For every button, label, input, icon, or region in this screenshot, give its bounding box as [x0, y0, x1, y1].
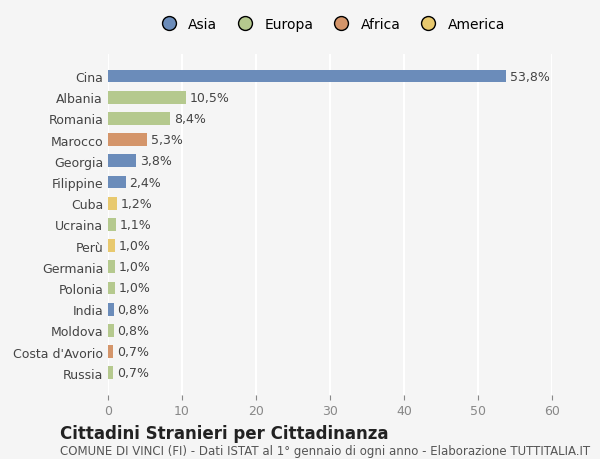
Text: 1,1%: 1,1%: [120, 218, 152, 231]
Bar: [108, 240, 115, 252]
Bar: [108, 134, 147, 147]
Text: COMUNE DI VINCI (FI) - Dati ISTAT al 1° gennaio di ogni anno - Elaborazione TUTT: COMUNE DI VINCI (FI) - Dati ISTAT al 1° …: [60, 444, 590, 458]
Bar: [108, 176, 126, 189]
Bar: [108, 325, 114, 337]
Bar: [108, 303, 114, 316]
Text: Cittadini Stranieri per Cittadinanza: Cittadini Stranieri per Cittadinanza: [60, 425, 389, 442]
Text: 1,0%: 1,0%: [119, 282, 151, 295]
Legend: Asia, Europa, Africa, America: Asia, Europa, Africa, America: [155, 18, 505, 32]
Text: 0,8%: 0,8%: [118, 324, 149, 337]
Bar: [108, 261, 115, 274]
Bar: [108, 71, 506, 83]
Bar: [108, 113, 170, 125]
Bar: [108, 155, 136, 168]
Text: 0,7%: 0,7%: [117, 366, 149, 380]
Text: 8,4%: 8,4%: [174, 112, 206, 126]
Bar: [108, 197, 117, 210]
Text: 0,7%: 0,7%: [117, 345, 149, 358]
Text: 1,0%: 1,0%: [119, 261, 151, 274]
Bar: [108, 282, 115, 295]
Text: 5,3%: 5,3%: [151, 134, 183, 147]
Bar: [108, 367, 113, 379]
Text: 1,0%: 1,0%: [119, 240, 151, 252]
Text: 10,5%: 10,5%: [190, 91, 229, 105]
Text: 1,2%: 1,2%: [121, 197, 152, 210]
Text: 53,8%: 53,8%: [510, 70, 550, 84]
Bar: [108, 218, 116, 231]
Bar: [108, 346, 113, 358]
Text: 3,8%: 3,8%: [140, 155, 172, 168]
Text: 2,4%: 2,4%: [130, 176, 161, 189]
Text: 0,8%: 0,8%: [118, 303, 149, 316]
Bar: [108, 92, 186, 104]
